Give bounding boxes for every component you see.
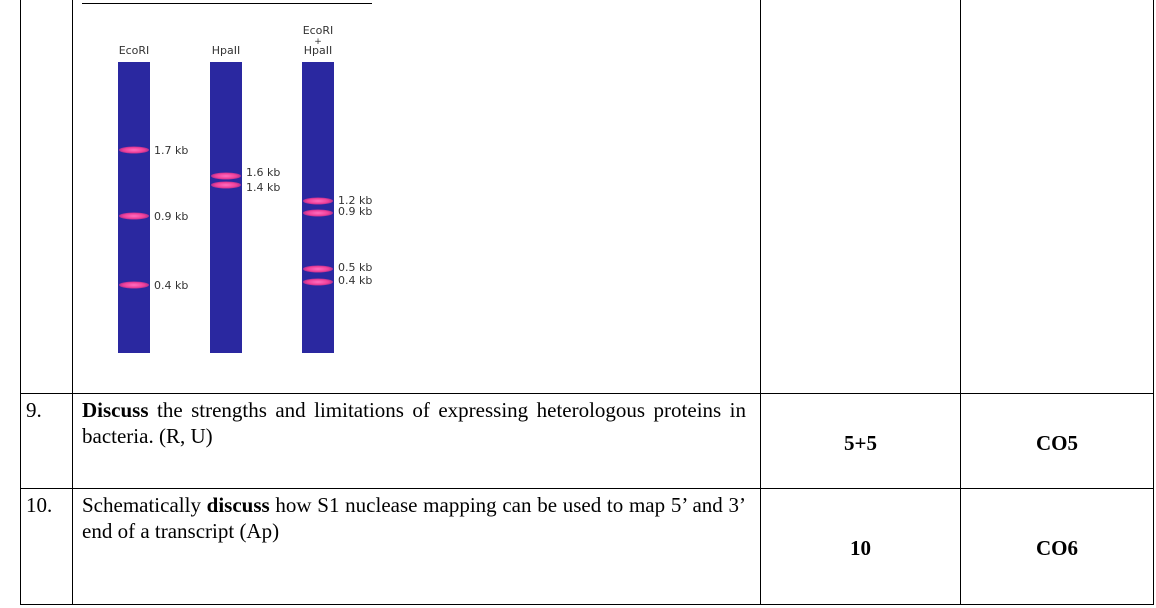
border <box>20 0 21 605</box>
text: the strengths and limitations of express… <box>82 398 751 448</box>
band-label: 0.4 kb <box>154 279 188 292</box>
gel-band <box>303 279 333 286</box>
border <box>960 0 961 605</box>
band-label: 0.5 kb <box>338 261 372 274</box>
gel-band <box>303 266 333 273</box>
border <box>20 604 1154 605</box>
page: EcoRI 1.7 kb 0.9 kb 0.4 kb HpaII 1.6 kb 1.4 kb… <box>0 0 1156 608</box>
border <box>82 3 372 4</box>
gel-image: EcoRI 1.7 kb 0.9 kb 0.4 kb HpaII 1.6 kb 1.4 kb… <box>80 8 460 388</box>
border <box>1153 0 1154 605</box>
border <box>20 393 1154 394</box>
gel-band <box>303 210 333 217</box>
band-label: 1.4 kb <box>246 181 280 194</box>
row-number: 10. <box>26 492 52 518</box>
gel-band <box>119 147 149 154</box>
band-label: 0.4 kb <box>338 274 372 287</box>
gel-lane <box>118 62 150 353</box>
course-outcome: CO5 <box>961 430 1153 456</box>
gel-lane <box>210 62 242 353</box>
gel-band <box>303 198 333 205</box>
marks: 5+5 <box>761 430 960 456</box>
gel-band <box>211 182 241 189</box>
lane-label: EcoRI <box>119 44 150 57</box>
border <box>20 488 1154 489</box>
question: Schematically discuss how S1 nuclease ma… <box>82 492 746 544</box>
band-label: 0.9 kb <box>338 205 372 218</box>
border <box>72 0 73 605</box>
question: Discuss the strengths and limitations of… <box>82 397 746 449</box>
marks: 10 <box>761 535 960 561</box>
lane-label: EcoRI <box>303 24 334 37</box>
bold-text: discuss <box>207 493 270 517</box>
lane-label: HpaII <box>212 44 240 57</box>
band-label: 1.7 kb <box>154 144 188 157</box>
row-number: 9. <box>26 397 42 423</box>
text: Schematically <box>82 493 207 517</box>
gel-band <box>119 213 149 220</box>
bold-text: Discuss <box>82 398 149 422</box>
course-outcome: CO6 <box>961 535 1153 561</box>
lane-label: HpaII <box>304 44 332 57</box>
gel-lane <box>302 62 334 353</box>
band-label: 0.9 kb <box>154 210 188 223</box>
gel-band <box>119 282 149 289</box>
band-label: 1.6 kb <box>246 166 280 179</box>
border <box>760 0 761 605</box>
gel-band <box>211 173 241 180</box>
